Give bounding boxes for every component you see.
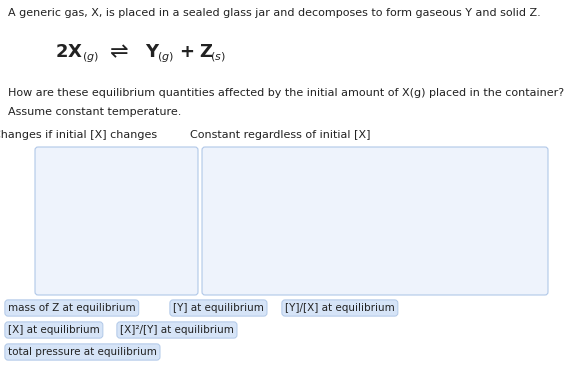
Text: [Y] at equilibrium: [Y] at equilibrium [173,303,264,313]
Text: $(s)$: $(s)$ [210,50,226,63]
Text: $\mathbf{Y}$: $\mathbf{Y}$ [145,43,161,61]
Text: [X] at equilibrium: [X] at equilibrium [8,325,100,335]
FancyBboxPatch shape [35,147,198,295]
Text: [X]²/[Y] at equilibrium: [X]²/[Y] at equilibrium [120,325,234,335]
Text: $\rightleftharpoons$: $\rightleftharpoons$ [105,42,129,62]
Text: How are these equilibrium quantities affected by the initial amount of X(g) plac: How are these equilibrium quantities aff… [8,88,564,98]
Text: total pressure at equilibrium: total pressure at equilibrium [8,347,157,357]
Text: $(g)$: $(g)$ [81,49,98,63]
Text: Changes if initial [X] changes: Changes if initial [X] changes [0,130,157,140]
FancyBboxPatch shape [202,147,548,295]
Text: Constant regardless of initial [X]: Constant regardless of initial [X] [190,130,370,140]
Text: $\mathbf{Z}$: $\mathbf{Z}$ [199,43,213,61]
Text: $\mathbf{2X}$: $\mathbf{2X}$ [55,43,83,61]
Text: [Y]/[X] at equilibrium: [Y]/[X] at equilibrium [285,303,395,313]
Text: $\mathbf{+}$: $\mathbf{+}$ [179,43,194,61]
Text: $(g)$: $(g)$ [157,49,174,63]
Text: mass of Z at equilibrium: mass of Z at equilibrium [8,303,135,313]
Text: A generic gas, X, is placed in a sealed glass jar and decomposes to form gaseous: A generic gas, X, is placed in a sealed … [8,8,541,18]
Text: Assume constant temperature.: Assume constant temperature. [8,107,182,117]
